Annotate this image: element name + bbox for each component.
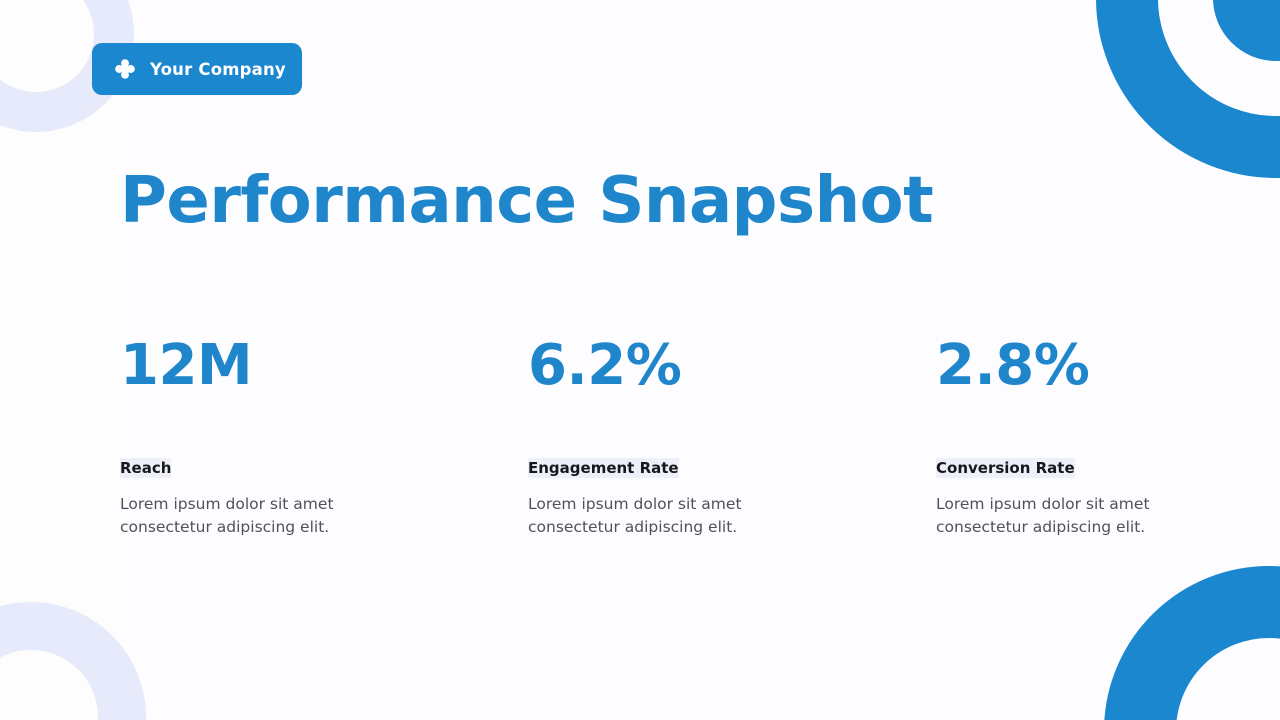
stat-card-conversion-rate: 2.8% Conversion Rate Lorem ipsum dolor s…	[936, 338, 1276, 539]
brand-badge[interactable]: Your Company	[92, 43, 302, 95]
stat-description: Lorem ipsum dolor sit amet consectetur a…	[936, 495, 1150, 537]
stats-row: 12M Reach Lorem ipsum dolor sit amet con…	[120, 338, 1180, 539]
stat-card-reach: 12M Reach Lorem ipsum dolor sit amet con…	[120, 338, 460, 539]
stat-description: Lorem ipsum dolor sit amet consectetur a…	[528, 495, 742, 537]
page-title: Performance Snapshot	[120, 164, 934, 238]
bottom-left-disc-decoration	[0, 0, 56, 56]
left-wash-panel	[0, 0, 118, 720]
stat-label: Reach	[120, 458, 172, 479]
stat-label: Conversion Rate	[936, 458, 1075, 479]
stat-value: 12M	[120, 333, 253, 398]
clover-icon	[115, 59, 135, 79]
stat-value: 2.8%	[936, 333, 1090, 398]
stat-label: Engagement Rate	[528, 458, 679, 479]
stat-card-engagement-rate: 6.2% Engagement Rate Lorem ipsum dolor s…	[528, 338, 868, 539]
top-right-ring-decoration	[1096, 0, 1280, 178]
stat-value: 6.2%	[528, 333, 682, 398]
top-right-disc-decoration	[1213, 0, 1280, 61]
bottom-right-ring-decoration	[1104, 566, 1280, 720]
brand-name: Your Company	[150, 59, 286, 79]
bottom-left-ring-decoration	[0, 602, 146, 720]
stat-description: Lorem ipsum dolor sit amet consectetur a…	[120, 495, 334, 537]
